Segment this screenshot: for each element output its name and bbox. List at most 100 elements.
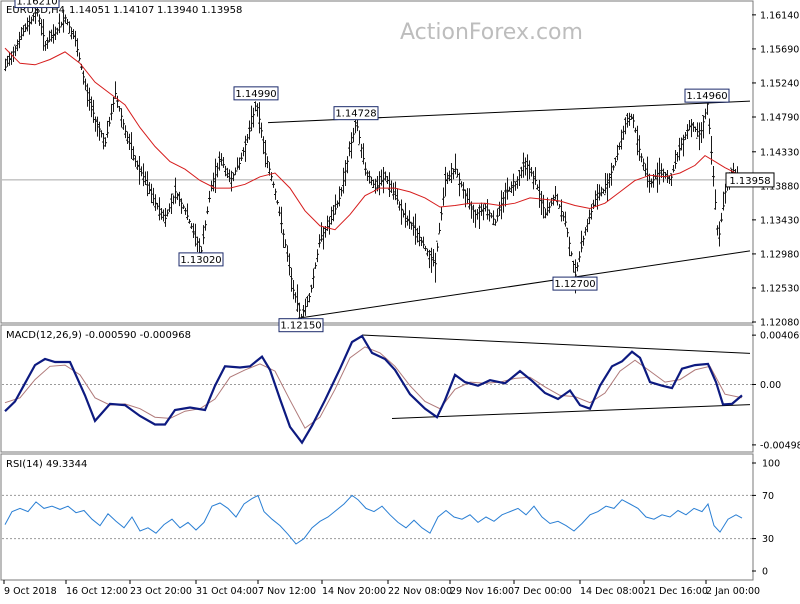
price-bar	[674, 150, 677, 169]
price-bar	[562, 211, 565, 222]
price-bar	[510, 181, 513, 194]
price-bar	[432, 249, 435, 267]
price-bar	[482, 204, 485, 221]
price-bar	[320, 222, 323, 242]
price-high-label: 1.14107	[113, 5, 154, 16]
price-bar	[260, 122, 263, 138]
rsi-axis-label: 100	[762, 459, 780, 470]
price-bar	[638, 135, 641, 161]
price-bar	[600, 186, 603, 197]
price-bar	[718, 221, 721, 247]
price-bar	[580, 230, 583, 253]
price-annotation: 1.12700	[552, 276, 598, 291]
price-bar	[476, 208, 479, 220]
price-bar	[156, 202, 159, 210]
price-bar	[296, 284, 299, 312]
price-bar	[192, 223, 195, 238]
time-axis-label: 14 Nov 20:00	[322, 586, 386, 597]
rsi-axis: 100 70 30 0	[752, 459, 780, 578]
price-bar	[694, 126, 697, 133]
price-bar	[134, 155, 137, 167]
price-bar	[126, 131, 129, 145]
price-bar	[624, 117, 627, 135]
price-bar	[278, 206, 281, 217]
price-bar	[698, 122, 701, 151]
macd-label: MACD(12,26,9) -0.000590 -0.000968	[6, 330, 191, 341]
price-bar	[410, 221, 413, 230]
price-bar	[334, 194, 337, 215]
price-bar	[186, 203, 189, 221]
price-bar	[226, 167, 229, 178]
price-bar	[68, 21, 71, 34]
last-price-tag: 1.13958	[725, 172, 775, 188]
time-axis-label: 23 Oct 20:00	[130, 586, 192, 597]
price-bar	[60, 21, 63, 28]
price-bar	[576, 262, 579, 272]
price-bar	[336, 200, 339, 208]
price-bar	[384, 171, 387, 181]
price-bar	[586, 218, 589, 233]
price-bar	[288, 253, 291, 276]
price-bar	[404, 202, 407, 228]
price-bar	[42, 19, 45, 51]
time-axis-label: 29 Nov 16:00	[450, 586, 514, 597]
price-bar	[516, 176, 519, 189]
price-bar	[478, 204, 481, 230]
price-bar	[714, 189, 717, 210]
price-bar	[132, 146, 135, 161]
price-bar	[420, 237, 423, 246]
price-bar	[72, 29, 75, 40]
price-annotations: 1.16210 1.14990 1.14728 1.13020 1.12150 1.127…	[14, 0, 730, 333]
price-bar	[98, 121, 101, 141]
price-bar	[96, 116, 99, 137]
price-bar	[52, 24, 55, 44]
price-bar	[648, 173, 651, 193]
price-bar	[376, 176, 379, 192]
price-bar	[668, 176, 671, 185]
price-bar	[498, 201, 501, 216]
price-bar	[380, 169, 383, 186]
price-bar	[140, 166, 143, 177]
price-annotation: 1.16210	[14, 0, 60, 9]
price-bar	[130, 132, 133, 160]
price-bar	[406, 215, 409, 226]
price-bar	[54, 26, 57, 41]
price-bar	[400, 199, 403, 225]
price-bar	[700, 122, 703, 144]
price-bar	[460, 181, 463, 188]
price-bar	[276, 200, 279, 205]
price-bar	[540, 190, 543, 216]
last-price-tag-box	[725, 172, 775, 188]
price-bar	[412, 216, 415, 236]
price-bar	[466, 188, 469, 205]
price-bar	[428, 249, 431, 269]
price-bar	[86, 83, 89, 107]
price-bar	[708, 118, 711, 135]
price-bar	[560, 199, 563, 222]
price-bar	[344, 160, 347, 187]
macd-trendline	[361, 334, 751, 354]
price-bar	[598, 184, 601, 201]
annotation-label: 1.13020	[180, 255, 221, 266]
price-bar	[166, 209, 169, 217]
rsi-line	[4, 494, 743, 545]
rsi-label: RSI(14) 49.3344	[6, 459, 87, 470]
price-bar	[716, 225, 719, 236]
price-bar	[394, 181, 397, 201]
price-bar	[720, 212, 723, 223]
price-bar	[684, 132, 687, 140]
price-bar	[146, 171, 149, 197]
price-bar	[570, 251, 573, 257]
price-bar	[658, 157, 661, 185]
price-bar	[254, 101, 257, 112]
price-bar	[38, 14, 41, 26]
price-bar	[696, 122, 699, 139]
price-bar	[176, 192, 179, 201]
price-bar	[470, 201, 473, 219]
price-bar	[26, 17, 29, 32]
rsi-series	[2, 494, 752, 545]
annotation-label: 1.12150	[280, 321, 321, 332]
price-bar	[246, 134, 249, 143]
